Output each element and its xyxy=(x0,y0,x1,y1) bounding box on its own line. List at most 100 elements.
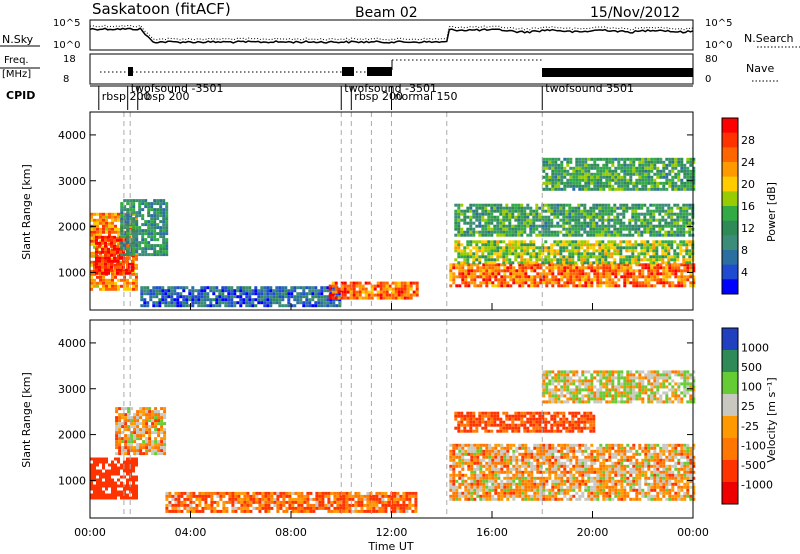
data-cell xyxy=(409,293,413,297)
data-cell xyxy=(646,249,650,253)
data-cell xyxy=(388,296,392,300)
data-cell xyxy=(461,275,465,279)
data-cell xyxy=(653,266,657,270)
data-cell xyxy=(506,479,510,483)
data-cell xyxy=(520,261,524,265)
data-cell xyxy=(607,243,611,247)
data-cell xyxy=(626,169,630,173)
data-cell xyxy=(502,233,506,237)
data-cell xyxy=(114,472,117,476)
data-cell xyxy=(168,509,172,513)
data-cell xyxy=(667,203,671,207)
data-cell xyxy=(118,431,122,435)
data-cell xyxy=(128,235,131,239)
data-cell xyxy=(631,203,635,207)
data-cell xyxy=(399,494,403,498)
data-cell xyxy=(234,506,238,510)
data-cell xyxy=(551,184,555,188)
data-cell xyxy=(162,199,166,203)
data-cell xyxy=(120,223,124,227)
data-cell xyxy=(141,235,145,239)
data-cell xyxy=(90,287,93,291)
data-cell xyxy=(142,446,146,450)
data-cell xyxy=(664,218,668,222)
data-cell xyxy=(568,230,572,234)
data-cell xyxy=(586,249,590,253)
data-cell xyxy=(267,500,271,504)
data-cell xyxy=(415,287,419,291)
data-cell xyxy=(108,287,111,291)
data-cell xyxy=(485,476,489,480)
data-cell xyxy=(213,500,217,504)
data-cell xyxy=(171,497,175,501)
data-cell xyxy=(318,494,322,498)
data-cell xyxy=(473,269,477,273)
data-cell xyxy=(126,247,130,251)
data-cell xyxy=(290,289,294,293)
data-cell xyxy=(592,215,596,219)
data-cell xyxy=(619,230,623,234)
data-cell xyxy=(524,461,528,465)
data-cell xyxy=(649,246,653,250)
data-cell xyxy=(291,503,295,507)
data-cell xyxy=(599,278,603,282)
data-cell xyxy=(209,301,213,305)
data-cell xyxy=(360,506,364,510)
data-cell xyxy=(225,509,229,513)
data-cell xyxy=(506,467,510,471)
data-cell xyxy=(99,281,102,285)
data-cell xyxy=(118,425,122,429)
data-cell xyxy=(397,287,401,291)
data-cell xyxy=(114,212,117,216)
data-cell xyxy=(554,263,558,267)
data-cell xyxy=(478,206,482,210)
data-cell xyxy=(315,491,319,495)
data-cell xyxy=(665,281,669,285)
data-cell xyxy=(228,494,232,498)
data-cell xyxy=(126,460,129,464)
data-cell xyxy=(494,479,498,483)
data-cell xyxy=(677,284,681,288)
cpid-mode-label: rbsp 200 xyxy=(141,90,190,103)
data-cell xyxy=(118,422,122,426)
data-cell xyxy=(276,500,280,504)
data-cell xyxy=(303,494,307,498)
data-cell xyxy=(524,491,528,495)
data-cell xyxy=(572,187,576,191)
data-cell xyxy=(248,292,252,296)
data-cell xyxy=(488,464,492,468)
data-cell xyxy=(572,266,576,270)
data-cell xyxy=(124,425,128,429)
data-cell xyxy=(358,284,362,288)
data-cell xyxy=(415,284,419,288)
data-cell xyxy=(168,503,172,507)
data-cell xyxy=(467,446,471,450)
data-cell xyxy=(162,220,166,224)
data-cell xyxy=(500,479,504,483)
data-cell xyxy=(583,258,587,262)
data-cell xyxy=(122,271,125,275)
data-cell xyxy=(556,215,560,219)
data-cell xyxy=(611,160,615,164)
data-cell xyxy=(506,494,510,498)
data-cell xyxy=(300,497,304,501)
data-cell xyxy=(634,243,638,247)
data-cell xyxy=(536,452,540,456)
data-cell xyxy=(139,434,143,438)
data-cell xyxy=(485,488,489,492)
data-cell xyxy=(680,284,684,288)
data-cell xyxy=(520,258,524,262)
data-cell xyxy=(491,461,495,465)
data-cell xyxy=(467,275,471,279)
data-cell xyxy=(120,226,124,230)
data-cell xyxy=(616,227,620,231)
data-cell xyxy=(568,224,572,228)
data-cell xyxy=(488,269,492,273)
data-cell xyxy=(629,266,633,270)
data-cell xyxy=(466,233,470,237)
data-cell xyxy=(126,199,130,203)
data-cell xyxy=(210,494,214,498)
data-cell xyxy=(601,212,605,216)
data-cell xyxy=(662,269,666,273)
data-cell xyxy=(394,290,398,294)
